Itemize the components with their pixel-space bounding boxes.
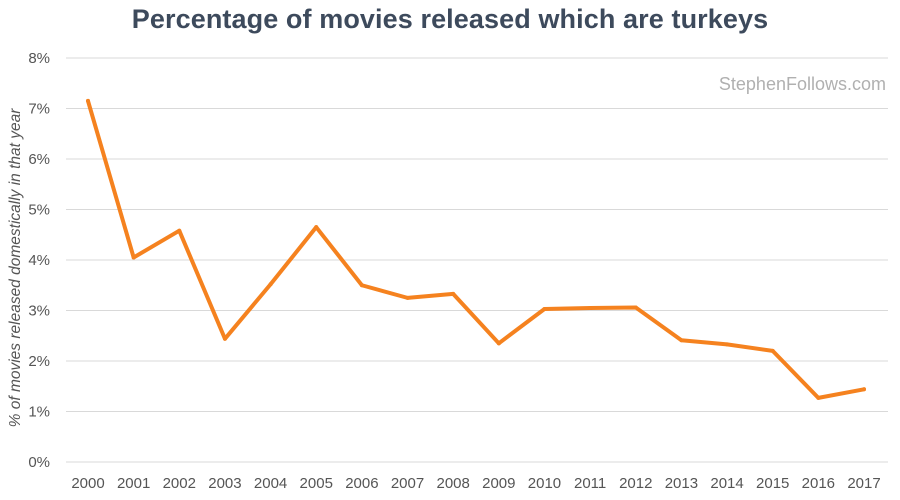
data-point (86, 98, 90, 103)
x-tick-label: 2001 (117, 475, 150, 492)
x-tick-label: 2014 (710, 475, 743, 492)
data-point (314, 225, 319, 230)
data-point (496, 341, 501, 346)
data-point (679, 338, 684, 343)
gridlines (66, 57, 888, 463)
y-tick-label: 3% (28, 303, 50, 320)
data-point (131, 255, 136, 260)
data-point (451, 291, 456, 296)
series-layer (86, 98, 866, 400)
data-point (542, 306, 547, 311)
x-tick-label: 2015 (756, 475, 789, 492)
x-tick-label: 2006 (345, 475, 378, 492)
data-point (177, 228, 182, 233)
x-tick-label: 2011 (574, 475, 606, 492)
series-line-0 (86, 98, 866, 400)
x-tick-label: 2013 (665, 475, 698, 492)
data-point (816, 395, 821, 400)
data-point (862, 387, 866, 392)
x-tick-label: 2002 (163, 475, 196, 492)
x-tick-label: 2004 (254, 475, 287, 492)
x-tick-label: 2016 (802, 475, 835, 492)
x-tick-label: 2017 (847, 475, 880, 492)
data-point (633, 305, 638, 310)
y-tick-label: 1% (28, 404, 50, 421)
y-tick-label: 4% (28, 252, 50, 269)
x-tick-label: 2005 (300, 475, 333, 492)
y-tick-label: 8% (28, 50, 50, 67)
y-tick-label: 2% (28, 353, 50, 370)
data-point (725, 342, 730, 347)
x-tick-label: 2012 (619, 475, 652, 492)
x-tick-label: 2010 (528, 475, 561, 492)
watermark: StephenFollows.com (718, 74, 886, 94)
data-point (770, 348, 775, 353)
y-axis-label: % of movies released domestically in tha… (7, 108, 24, 428)
chart-title: Percentage of movies released which are … (131, 4, 769, 34)
data-point (588, 305, 593, 310)
x-tick-label: 2007 (391, 475, 424, 492)
y-tick-label: 5% (28, 202, 50, 219)
y-tick-label: 7% (28, 101, 50, 118)
data-point (222, 336, 227, 341)
y-axis-ticks: 0% 1% 2% 3% 4% 5% 6% 7% 8% (28, 50, 50, 471)
x-tick-label: 2003 (208, 475, 241, 492)
y-tick-label: 6% (28, 151, 50, 168)
x-axis-ticks: 2000 2001 2002 2003 2004 2005 2006 2007 2008 2009… (71, 475, 880, 492)
data-point (405, 295, 410, 300)
x-tick-label: 2008 (436, 475, 469, 492)
data-point (268, 282, 273, 287)
x-tick-label: 2000 (71, 475, 104, 492)
data-point (359, 283, 364, 288)
y-tick-label: 0% (28, 454, 50, 471)
x-tick-label: 2009 (482, 475, 515, 492)
